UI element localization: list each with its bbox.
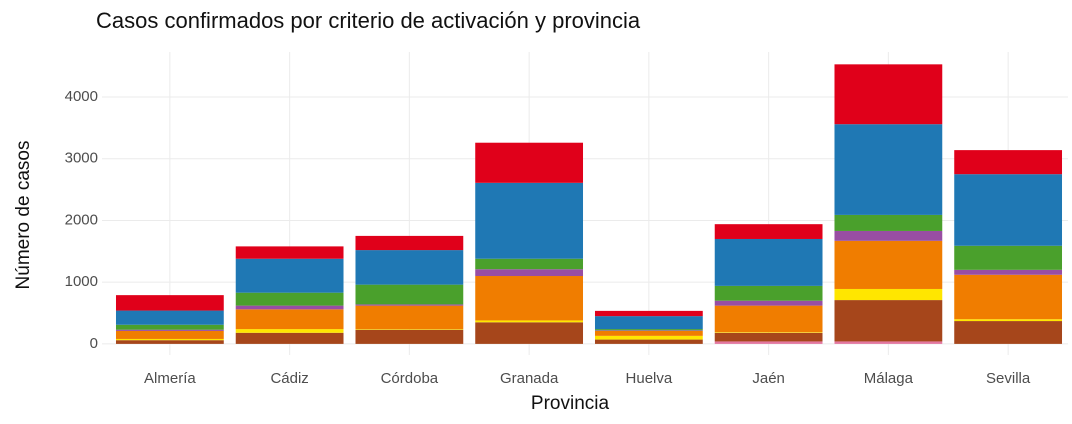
bar-segment	[834, 124, 943, 215]
x-tick-label: Granada	[500, 370, 559, 387]
bar-segment	[714, 224, 823, 239]
bar-segment	[594, 310, 703, 317]
bar-segment	[714, 305, 823, 333]
y-tick-label: 3000	[65, 150, 98, 167]
bar-segment	[714, 238, 823, 286]
bar-segment	[954, 319, 1063, 322]
bar-segment	[714, 341, 823, 344]
bar-segment	[115, 295, 224, 311]
bar-segment	[714, 332, 823, 333]
bar-segment	[115, 310, 224, 325]
bar-segment	[954, 274, 1063, 320]
bar-segment	[954, 321, 1063, 344]
bar-segment	[475, 258, 584, 270]
bar-segment	[115, 329, 224, 331]
y-tick-label: 2000	[65, 211, 98, 228]
x-tick-label: Málaga	[864, 370, 914, 387]
bar-segment	[235, 258, 344, 293]
x-tick-label: Huelva	[626, 370, 673, 387]
bar-segment	[954, 150, 1063, 175]
bar-segment	[594, 330, 703, 331]
bar-segment	[475, 182, 584, 259]
bar-segment	[235, 332, 344, 344]
bar-segment	[235, 305, 344, 310]
bar-segment	[834, 240, 943, 289]
x-tick-label: Jaén	[752, 370, 785, 387]
chart-title: Casos confirmados por criterio de activa…	[96, 8, 641, 33]
bar-segment	[475, 269, 584, 277]
bar-segment	[594, 330, 703, 336]
bar-segment	[235, 309, 344, 330]
bar-segment	[355, 284, 464, 305]
y-tick-label: 0	[90, 335, 98, 352]
bar-segment	[115, 338, 224, 341]
y-tick-label: 4000	[65, 88, 98, 105]
bar-segment	[834, 288, 943, 301]
bar-segment	[594, 339, 703, 344]
x-axis-label: Provincia	[531, 393, 610, 414]
bar-segment	[355, 329, 464, 344]
bar-segment	[475, 322, 584, 344]
bar-segment	[355, 329, 464, 330]
bar-segment	[355, 304, 464, 306]
bar-segment	[475, 320, 584, 323]
x-tick-label: Cádiz	[270, 370, 308, 387]
x-tick-label: Sevilla	[986, 370, 1031, 387]
bar-segment	[594, 329, 703, 331]
bar-segment	[714, 300, 823, 306]
bar-segment	[954, 245, 1063, 270]
x-tick-label: Almería	[144, 370, 196, 387]
bar-segment	[115, 330, 224, 339]
bar-segment	[355, 235, 464, 251]
bar-segment	[235, 329, 344, 333]
bar-segment	[475, 142, 584, 183]
bar-segment	[954, 174, 1063, 246]
bar-segment	[115, 324, 224, 330]
bar-segment	[834, 300, 943, 342]
y-tick-label: 1000	[65, 273, 98, 290]
bar-segment	[115, 340, 224, 344]
bar-segment	[834, 230, 943, 241]
bar-segment	[834, 341, 943, 344]
bar-segment	[834, 214, 943, 231]
bar-segment	[714, 332, 823, 342]
bar-segment	[714, 285, 823, 301]
y-axis-label: Número de casos	[13, 141, 34, 290]
bar-segment	[235, 246, 344, 259]
bar-segment	[475, 276, 584, 321]
bar-segment	[594, 316, 703, 330]
bar-segment	[594, 335, 703, 340]
bar-segment	[235, 292, 344, 306]
x-tick-label: Córdoba	[381, 370, 439, 387]
bar-segment	[834, 64, 943, 125]
bar-segment	[355, 250, 464, 285]
bar-segment	[954, 269, 1063, 275]
bar-segment	[355, 305, 464, 330]
